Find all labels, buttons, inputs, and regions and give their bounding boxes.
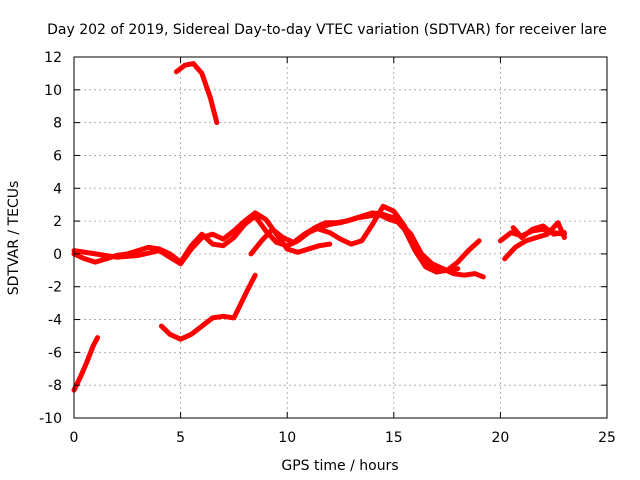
y-tick-label: 4 xyxy=(53,181,62,197)
chart-title: Day 202 of 2019, Sidereal Day-to-day VTE… xyxy=(47,22,607,38)
plot-frame xyxy=(73,56,608,419)
x-tick-label: 5 xyxy=(176,430,185,446)
y-tick-label: -10 xyxy=(39,411,62,427)
y-tick-label: -8 xyxy=(48,378,62,394)
x-tick-label: 0 xyxy=(70,430,79,446)
y-tick-label: 8 xyxy=(53,116,62,132)
x-tick-label: 15 xyxy=(385,430,403,446)
x-tick-label: 25 xyxy=(598,430,616,446)
y-tick-label: 0 xyxy=(53,247,62,263)
y-tick-label: -6 xyxy=(48,345,62,361)
series-line-arc-e xyxy=(71,210,333,267)
x-tick-label: 20 xyxy=(491,430,509,446)
series-line-arc-d xyxy=(71,210,482,275)
y-tick-label: 12 xyxy=(44,50,62,66)
series-line-arc-g xyxy=(316,203,461,273)
x-axis-title: GPS time / hours xyxy=(281,458,398,474)
series-line-arc-j xyxy=(510,223,567,240)
series-line-arc-a xyxy=(71,335,100,393)
series-layer xyxy=(71,61,567,393)
series-line-arc-b xyxy=(173,61,220,126)
y-tick-label: -4 xyxy=(48,313,62,329)
y-tick-label: -2 xyxy=(48,280,62,296)
y-tick-label: 6 xyxy=(53,148,62,164)
tick-layer: 0 5 10 15 20 25 -10 -8 -6 -4 -2 0 2 4 6 8 10 12 xyxy=(39,50,616,446)
series-line-arc-c xyxy=(158,272,258,342)
y-tick-label: 2 xyxy=(53,214,62,230)
x-tick-label: 10 xyxy=(278,430,296,446)
y-axis-title: SDTVAR / TECUs xyxy=(6,181,22,296)
y-tick-label: 10 xyxy=(44,83,62,99)
series-line-arc-i xyxy=(502,220,567,262)
